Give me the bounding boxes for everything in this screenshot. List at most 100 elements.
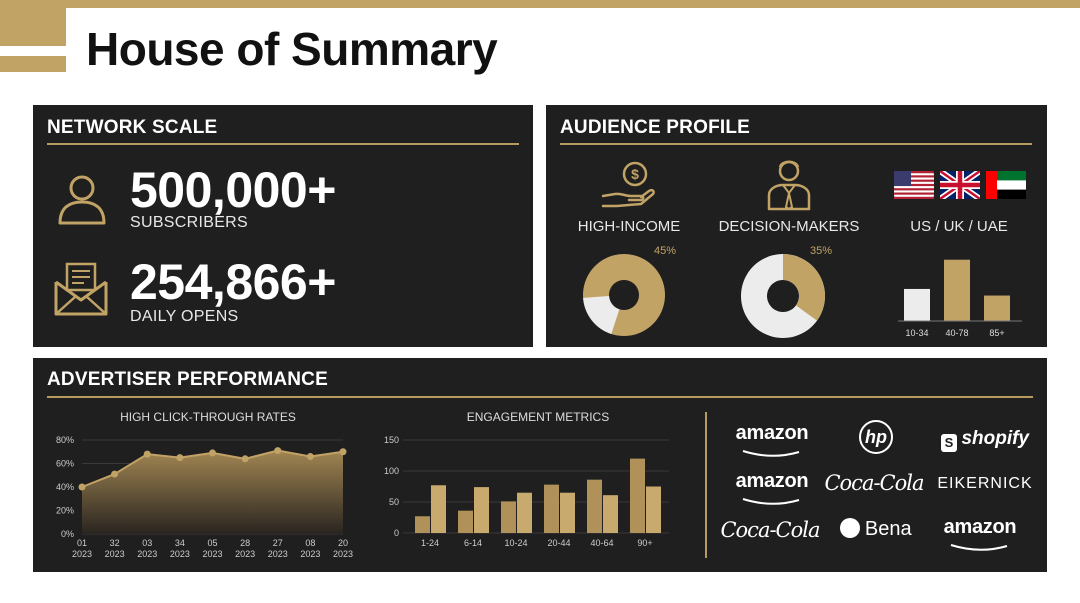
eng-bar [474,487,489,533]
hp-logo: hp [821,420,931,454]
eng-ytick-label: 150 [384,435,399,445]
engagement-chart-title: ENGAGEMENT METRICS [466,410,610,424]
eng-ytick-label: 0 [394,528,399,538]
eng-bar [415,516,430,533]
ctr-ytick-label: 80% [56,435,74,445]
page-title: House of Summary [86,23,498,75]
ctr-chart-title: HIGH CLICK-THROUGH RATES [120,410,296,424]
shopify-logo: S shopify [923,428,1047,452]
side-accent-bar [0,8,66,46]
envelope-icon [54,262,108,316]
decision-makers-donut [741,254,826,338]
ctr-ytick-label: 60% [56,459,74,469]
ctr-xtick-year: 2023 [105,549,125,559]
ctr-point [306,452,314,460]
pie-slice-light [583,296,620,334]
ctr-xtick-year: 2023 [300,549,320,559]
eng-xtick-label: 90+ [637,538,652,548]
network-rule [47,143,519,145]
uk-flag-icon [940,171,980,199]
eng-xtick-label: 40-64 [590,538,613,548]
subscribers-value: 500,000+ [130,162,336,218]
eng-bar [458,510,473,533]
ctr-xtick-label: 20 [338,538,348,548]
ctr-ytick-label: 40% [56,482,74,492]
ctr-xtick-label: 32 [110,538,120,548]
amazon-logo-3: amazon [925,516,1035,557]
eng-bar [431,485,446,533]
side-accent-bar-small [0,56,66,72]
eng-xtick-label: 1-24 [421,538,439,548]
audience-profile-title: AUDIENCE PROFILE [560,117,751,138]
advertiser-performance-panel: ADVERTISER PERFORMANCE HIGH CLICK-THROUG… [33,358,1047,572]
high-income-label: HIGH-INCOME [577,218,681,235]
geo-bar [944,259,970,321]
ctr-xtick-label: 08 [305,538,315,548]
us-flag-icon [894,171,934,199]
ctr-point [339,448,347,456]
eng-ytick-label: 50 [389,497,399,507]
ctr-xtick-label: 27 [273,538,283,548]
brands-divider [705,412,707,558]
ctr-xtick-year: 2023 [137,549,157,559]
ctr-xtick-year: 2023 [268,549,288,559]
eng-bar [587,479,602,533]
ctr-xtick-label: 28 [240,538,250,548]
geo-label: US / UK / UAE [910,218,1008,235]
high-income-pct: 45% [654,245,677,257]
eng-bar [560,492,575,533]
ctr-xtick-label: 01 [77,538,87,548]
svg-text:$: $ [631,166,639,182]
businessman-icon [767,160,811,211]
eng-xtick-label: 10-24 [504,538,527,548]
coca-cola-logo: Coca-Cola [824,471,924,495]
eng-bar [501,501,516,533]
ctr-xtick-year: 2023 [235,549,255,559]
uae-flag-icon [986,171,1026,199]
ctr-xtick-year: 2023 [202,549,222,559]
top-accent-bar [0,0,1080,8]
eng-ytick-label: 100 [384,466,399,476]
subscribers-label: SUBSCRIBERS [130,214,248,231]
geo-tick-label: 85+ [989,328,1004,338]
daily-opens-value: 254,866+ [130,254,336,310]
eng-bar [544,484,559,533]
amazon-logo-2: amazon [717,470,827,511]
eng-bar [603,495,618,533]
ctr-point [274,447,282,455]
ctr-xtick-label: 34 [175,538,185,548]
ctr-xtick-label: 05 [207,538,217,548]
ctr-point [111,470,119,478]
ctr-point [209,449,216,457]
coca-cola-logo-2: Coca-Cola [720,518,820,542]
bena-logo: Bena [821,518,931,541]
ctr-area-chart: 0%20%40%60%80%01202332202303202334202305… [56,435,353,559]
advertiser-rule [47,396,1033,398]
ctr-ytick-label: 0% [61,529,74,539]
audience-profile-panel: AUDIENCE PROFILE $ HIGH-INCOME DECISION-… [546,105,1047,347]
eikernick-logo: EIKERNICK [937,475,1033,492]
eng-bar [630,458,645,533]
ctr-xtick-year: 2023 [170,549,190,559]
pie-slice-gold [783,254,825,321]
daily-opens-label: DAILY OPENS [130,308,239,325]
ctr-xtick-year: 2023 [333,549,353,559]
geo-bar [904,288,930,321]
ctr-point [78,483,86,491]
advertiser-performance-title: ADVERTISER PERFORMANCE [47,369,328,390]
geo-bar [984,295,1010,321]
decision-makers-label: DECISION-MAKERS [718,218,860,235]
eng-bar [517,492,532,533]
network-scale-panel: NETWORK SCALE 500,000+ SUBSCRIBERS 254,8… [33,105,533,347]
ctr-point [176,454,184,462]
ctr-point [241,455,249,463]
decision-makers-pct: 35% [810,245,833,257]
audience-rule [560,143,1032,145]
ctr-xtick-label: 03 [142,538,152,548]
ctr-xtick-year: 2023 [72,549,92,559]
user-icon [58,175,106,225]
geo-tick-label: 10-34 [905,328,928,338]
amazon-logo: amazon [717,422,827,463]
money-hand-icon: $ [601,161,655,208]
network-scale-title: NETWORK SCALE [47,117,218,138]
